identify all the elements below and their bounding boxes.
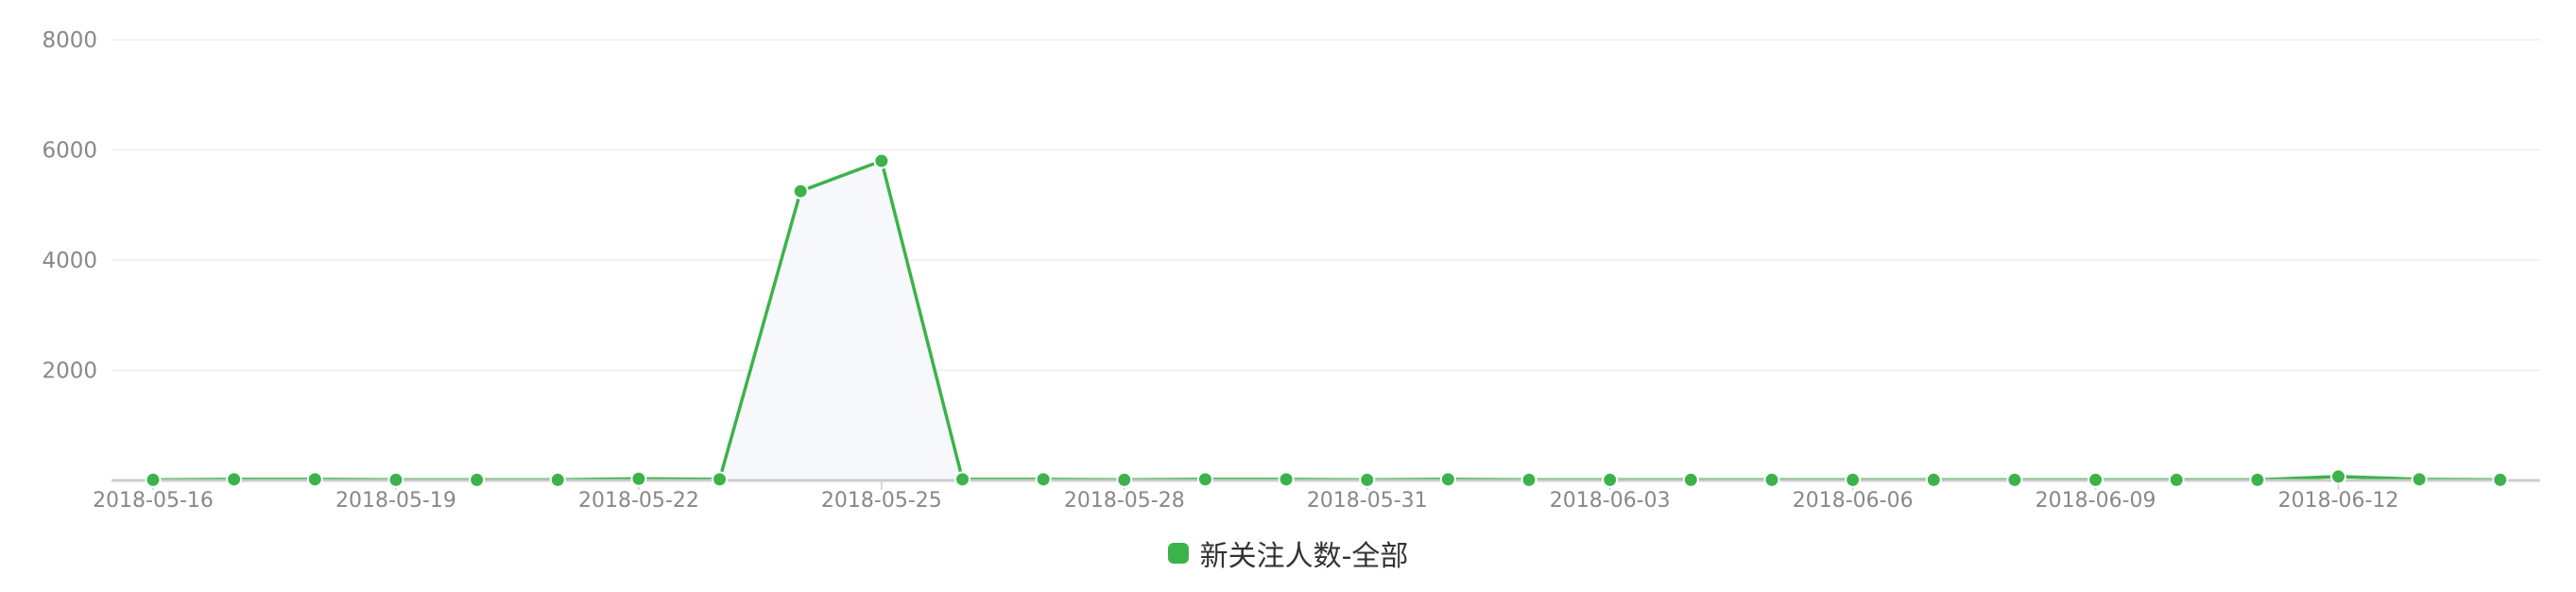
- x-tick-label: 2018-05-28: [1064, 489, 1185, 513]
- data-point: [2330, 468, 2347, 485]
- data-point: [2492, 471, 2509, 488]
- x-tick-label: 2018-06-12: [2278, 489, 2399, 513]
- data-point: [954, 471, 970, 488]
- gridlines: [112, 39, 2540, 372]
- data-point: [1520, 471, 1537, 488]
- x-tick-label: 2018-06-09: [2035, 489, 2156, 513]
- x-tick-label: 2018-05-22: [578, 489, 699, 513]
- data-point: [145, 471, 162, 488]
- data-point: [630, 470, 647, 487]
- x-tick-label: 2018-05-25: [821, 489, 942, 513]
- data-point: [2168, 471, 2185, 488]
- legend-swatch: [1167, 543, 1189, 564]
- data-point: [2411, 471, 2428, 488]
- data-point: [1035, 471, 1052, 488]
- series-lines: [152, 159, 2500, 482]
- data-point: [1602, 471, 1619, 488]
- x-tick-label: 2018-06-03: [1550, 489, 1671, 513]
- data-point: [792, 183, 809, 200]
- data-point: [1925, 471, 1942, 488]
- y-tick-label: 6000: [42, 139, 97, 164]
- data-point: [873, 152, 890, 169]
- data-point: [2087, 471, 2104, 488]
- data-point: [2249, 471, 2266, 488]
- y-tick-label: 2000: [42, 359, 97, 384]
- data-points: [145, 152, 2509, 488]
- data-point: [712, 471, 729, 488]
- area-fill: [153, 161, 2500, 480]
- data-point: [387, 471, 404, 488]
- legend-label: 新关注人数-全部: [1199, 540, 1409, 573]
- data-point: [549, 471, 566, 488]
- data-point: [469, 471, 486, 488]
- data-point: [2006, 471, 2023, 488]
- legend[interactable]: 新关注人数-全部: [0, 530, 2576, 577]
- data-point: [1359, 471, 1376, 488]
- data-point: [1116, 471, 1133, 488]
- data-point: [226, 471, 243, 488]
- data-point: [306, 471, 323, 488]
- y-tick-label: 8000: [42, 28, 97, 53]
- series-area: [153, 161, 2500, 480]
- x-tick-label: 2018-06-06: [1793, 489, 1914, 513]
- y-axis-ticks: 2000 4000 6000 8000: [42, 28, 97, 384]
- data-point: [1763, 471, 1780, 488]
- series-line: [152, 159, 2500, 482]
- y-tick-label: 4000: [42, 249, 97, 273]
- x-tick-label: 2018-05-31: [1307, 489, 1428, 513]
- data-point: [1278, 471, 1295, 488]
- x-axis-ticks: 2018-05-16 2018-05-19 2018-05-22 2018-05-25…: [93, 480, 2398, 513]
- data-point: [1682, 471, 1699, 488]
- x-tick-label: 2018-05-19: [335, 489, 456, 513]
- data-point: [1196, 471, 1213, 488]
- data-point: [1845, 471, 1862, 488]
- x-tick-label: 2018-05-16: [93, 489, 214, 513]
- data-point: [1439, 471, 1456, 488]
